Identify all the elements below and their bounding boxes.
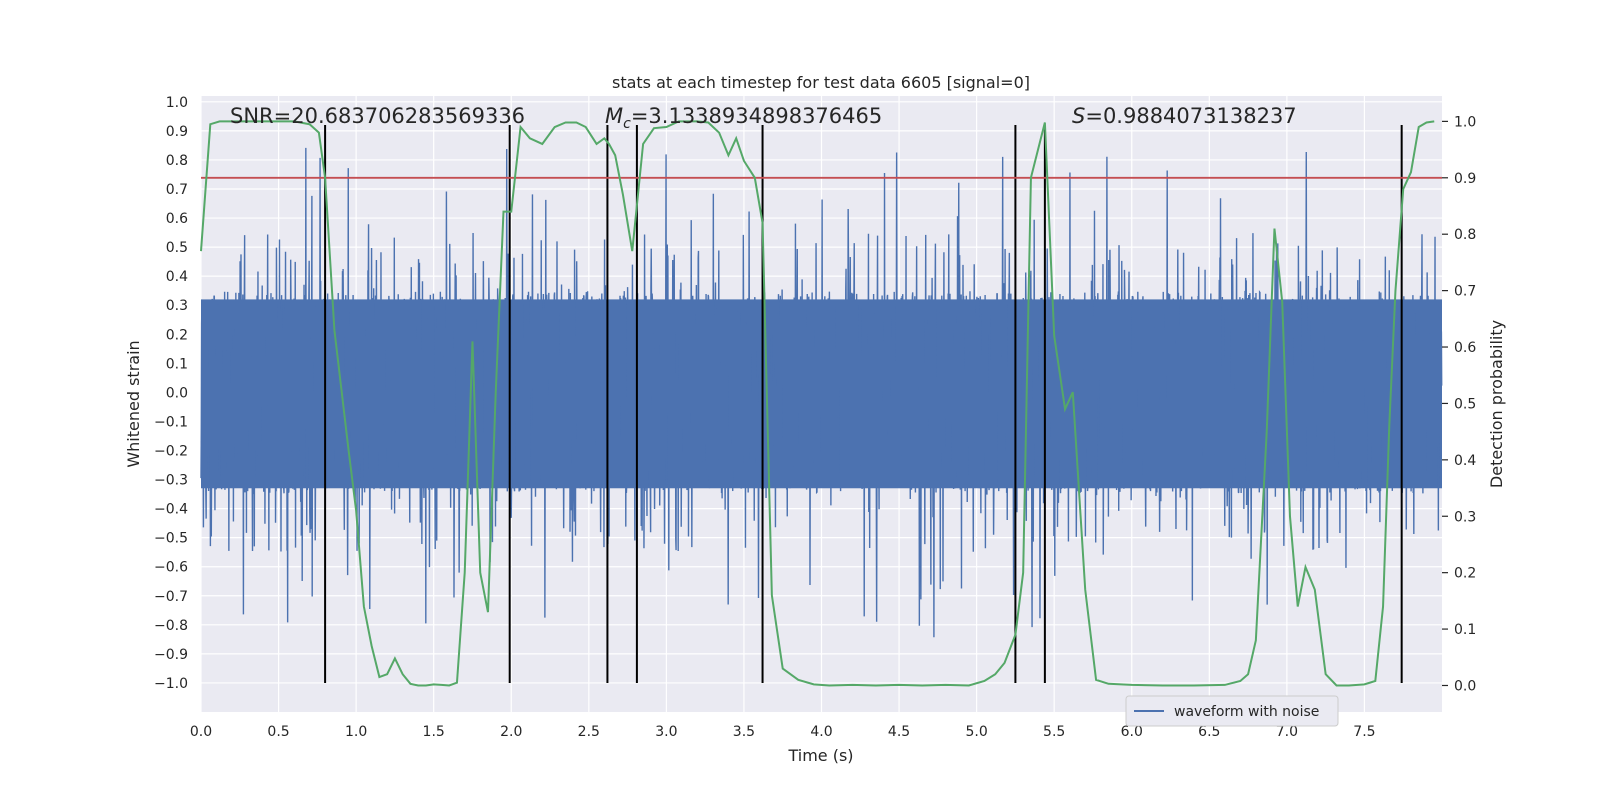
x-tick-label: 7.0 [1276,724,1298,740]
x-tick-label: 2.0 [500,724,522,740]
y-tick-label: −0.2 [154,443,188,459]
waveform-series [200,147,1443,638]
y-ticks: −1.0 −0.9 −0.8 −0.7 −0.6 −0.5 −0.4 −0.3 −0.2 −0.1… [154,95,188,692]
y-tick-label: −0.6 [154,560,188,576]
y-axis-label: Whitened strain [124,340,143,467]
x-tick-label: 1.0 [345,724,367,740]
waveform-line [200,147,1443,638]
x-tick-label: 6.0 [1121,724,1143,740]
y2-tick-label: 0.4 [1454,453,1476,469]
y2-tick-label: 0.3 [1454,509,1476,525]
y2-tick-label: 0.0 [1454,678,1476,694]
x-tick-label: 6.5 [1198,724,1220,740]
chart-title: stats at each timestep for test data 660… [612,73,1030,92]
score-symbol: S [1072,104,1085,128]
y-tick-label: 0.8 [166,153,188,169]
chirp-mass-subscript: c [623,116,631,132]
y2-tick-label: 0.6 [1454,340,1476,356]
x-tick-label: 3.5 [733,724,755,740]
y-tick-label: 0.7 [166,182,188,198]
y2-axis-label: Detection probability [1487,320,1506,488]
y-tick-label: −0.7 [154,589,188,605]
chirp-mass-symbol: M [605,104,623,128]
y2-tick-label: 0.9 [1454,171,1476,187]
chirp-mass-annotation: Mc=3.1338934898376465 [605,104,882,132]
y2-tick-label: 0.5 [1454,396,1476,412]
legend-label: waveform with noise [1174,704,1319,720]
x-tick-label: 0.0 [190,724,212,740]
y2-tick-label: 0.8 [1454,227,1476,243]
y-tick-label: 0.3 [166,298,188,314]
y-tick-label: −0.8 [154,618,188,634]
y-tick-label: 0.4 [166,269,188,285]
vertical-lines [324,125,1403,683]
x-tick-label: 3.0 [655,724,677,740]
y-tick-label: 0.6 [166,211,188,227]
y2-tick-label: 1.0 [1454,114,1476,130]
x-tick-label: 4.5 [888,724,910,740]
x-tick-label: 0.5 [267,724,289,740]
x-tick-label: 2.5 [578,724,600,740]
y-tick-label: −1.0 [154,676,188,692]
y2-tick-label: 0.1 [1454,622,1476,638]
x-tick-label: 4.0 [810,724,832,740]
x-tick-label: 5.5 [1043,724,1065,740]
y-tick-label: −0.5 [154,531,188,547]
detection-probability-line [200,120,1435,687]
y-tick-label: 1.0 [166,95,188,111]
y-tick-label: −0.4 [154,502,188,518]
x-axis-label: Time (s) [787,746,853,765]
x-tick-label: 5.0 [965,724,987,740]
y2-tick-label: 0.2 [1454,566,1476,582]
y2-tick-label: 0.7 [1454,284,1476,300]
y-tick-label: 0.5 [166,240,188,256]
legend-box [1125,695,1339,727]
y-tick-label: −0.1 [154,414,188,430]
probability-series [200,120,1435,687]
score-annotation: S=0.9884073138237 [1072,104,1297,128]
score-value: =0.9884073138237 [1085,104,1296,128]
legend: waveform with noise [1125,695,1339,727]
y-tick-label: 0.2 [166,327,188,343]
chirp-mass-value: =3.1338934898376465 [631,104,882,128]
y-tick-label: −0.9 [154,647,188,663]
y-tick-label: 0.1 [166,356,188,372]
y-tick-label: 0.0 [166,385,188,401]
x-ticks: 0.0 0.5 1.0 1.5 2.0 2.5 3.0 3.5 4.0 4.5 5.0 5.5 6.0 6… [190,724,1376,740]
x-tick-label: 1.5 [423,724,445,740]
x-tick-label: 7.5 [1353,724,1375,740]
y-tick-label: −0.3 [154,473,188,489]
y2-ticks: 0.0 0.1 0.2 0.3 0.4 0.5 0.6 0.7 0.8 0.9 1.0 [1442,114,1476,694]
snr-annotation: SNR=20.683706283569336 [230,104,525,128]
y-tick-label: 0.9 [166,124,188,140]
